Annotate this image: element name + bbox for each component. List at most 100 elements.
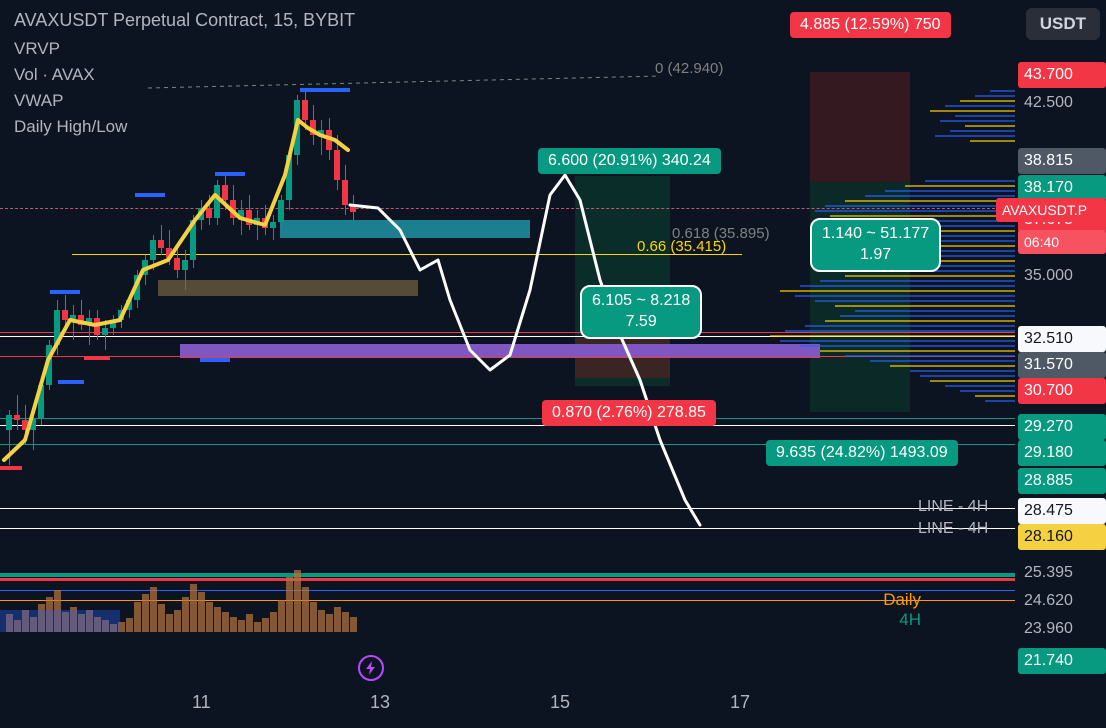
vrvp-bar: [865, 195, 1015, 197]
vrvp-bar: [835, 305, 1015, 307]
vrvp-bar: [820, 280, 1015, 282]
volume-bar: [150, 587, 157, 632]
price-label: 23.960: [1018, 616, 1106, 642]
time-tick: 15: [550, 692, 570, 713]
price-label: 28.475: [1018, 498, 1106, 524]
volume-panel: [0, 557, 1015, 632]
candle: [94, 318, 100, 335]
vrvp-bar: [960, 390, 1015, 392]
price-label: 06:40: [1018, 230, 1106, 254]
candle: [22, 420, 28, 430]
line-label: LINE - 4H: [918, 498, 988, 516]
price-label: 42.500: [1018, 90, 1106, 116]
indicator-item[interactable]: Daily High/Low: [14, 114, 127, 140]
indicator-item[interactable]: VRVP: [14, 36, 127, 62]
time-tick: 17: [730, 692, 750, 713]
price-axis[interactable]: USDT 43.70042.50038.81538.17037.67506:40…: [1015, 0, 1106, 680]
vrvp-bar: [815, 210, 1015, 212]
measurement-badge: 6.600 (20.91%) 340.24: [538, 148, 721, 174]
line-label: LINE - 4H: [918, 520, 988, 538]
candle: [54, 310, 60, 345]
vrvp-bar: [955, 115, 1015, 117]
candle: [222, 185, 228, 200]
volume-bar: [302, 587, 309, 632]
vrvp-bar: [820, 350, 1015, 352]
chart-area[interactable]: 6.600 (20.91%) 340.24 1.140 ~ 51.1771.97 6…: [0, 0, 1015, 680]
vrvp-bar: [910, 370, 1015, 372]
indicator-item[interactable]: Vol · AVAX: [14, 62, 127, 88]
vrvp-bar: [950, 130, 1015, 132]
vrvp-bar: [795, 295, 1015, 297]
vrvp-bar: [975, 95, 1015, 97]
vrvp-bar: [930, 380, 1015, 382]
candle: [158, 240, 164, 248]
vrvp-bar: [975, 395, 1015, 397]
candle: [302, 100, 308, 120]
chart-title: AVAXUSDT Perpetual Contract, 15, BYBIT: [14, 10, 355, 31]
price-label: 28.885: [1018, 468, 1106, 494]
vrvp-bar: [800, 285, 1015, 287]
candle: [350, 205, 356, 212]
volume-bar: [126, 618, 133, 632]
currency-button[interactable]: USDT: [1026, 8, 1100, 40]
swing-low-marker: [0, 466, 22, 470]
candle: [190, 220, 196, 260]
vrvp-bar: [815, 300, 1015, 302]
volume-bar: [326, 614, 333, 632]
price-label: 29.180: [1018, 440, 1106, 466]
vrvp-bar: [930, 110, 1015, 112]
vrvp-bar: [985, 400, 1015, 402]
zone-rect: [280, 220, 530, 238]
candle: [134, 275, 140, 300]
swing-high-marker: [200, 358, 230, 362]
time-axis[interactable]: 11131517: [0, 680, 1015, 728]
vrvp-bar: [945, 385, 1015, 387]
volume-bar: [254, 622, 261, 632]
volume-bar: [342, 612, 349, 632]
candle: [230, 200, 236, 218]
volume-bar: [142, 594, 149, 632]
vrvp-bar: [825, 205, 1015, 207]
volume-bar: [230, 617, 237, 632]
price-label: 43.700: [1018, 62, 1106, 88]
candle: [254, 218, 260, 225]
volume-bar: [310, 602, 317, 632]
volume-bar: [134, 602, 141, 632]
vrvp-bar: [830, 215, 1015, 217]
price-label: 21.740: [1018, 648, 1106, 674]
time-tick: 11: [192, 692, 211, 713]
volume-bar: [158, 604, 165, 632]
vrvp-bar: [905, 185, 1015, 187]
vrvp-bar: [845, 275, 1015, 277]
measurement-badge: 1.140 ~ 51.1771.97: [810, 218, 941, 272]
candle: [110, 320, 116, 328]
volume-bar: [238, 620, 245, 632]
volume-bar: [334, 607, 341, 632]
fib-label: 0.66 (35.415): [637, 238, 726, 255]
volume-bar: [318, 610, 325, 632]
vrvp-bar: [855, 310, 1015, 312]
vrvp-bar: [890, 365, 1015, 367]
volume-bar: [214, 607, 221, 632]
candle: [310, 120, 316, 135]
vrvp-bar: [945, 105, 1015, 107]
candle: [182, 260, 188, 270]
candle: [334, 150, 340, 180]
candle: [198, 208, 204, 220]
measurement-badge: 6.105 ~ 8.2187.59: [580, 285, 702, 339]
vrvp-bar: [805, 325, 1015, 327]
vrvp-bar: [965, 125, 1015, 127]
vrvp-bar: [780, 290, 1015, 292]
lightning-icon[interactable]: [358, 655, 384, 681]
indicator-item[interactable]: VWAP: [14, 88, 127, 114]
vrvp-bar: [845, 355, 1015, 357]
vrvp-bar: [840, 315, 1015, 317]
candle: [246, 210, 252, 225]
candle: [14, 415, 20, 420]
candle: [38, 385, 44, 418]
measurement-badge: 9.635 (24.82%) 1493.09: [766, 440, 958, 466]
swing-high-marker: [300, 88, 350, 92]
candle: [326, 130, 332, 150]
top-change-badge: 4.885 (12.59%) 750: [790, 12, 951, 38]
swing-high-marker: [135, 193, 165, 197]
